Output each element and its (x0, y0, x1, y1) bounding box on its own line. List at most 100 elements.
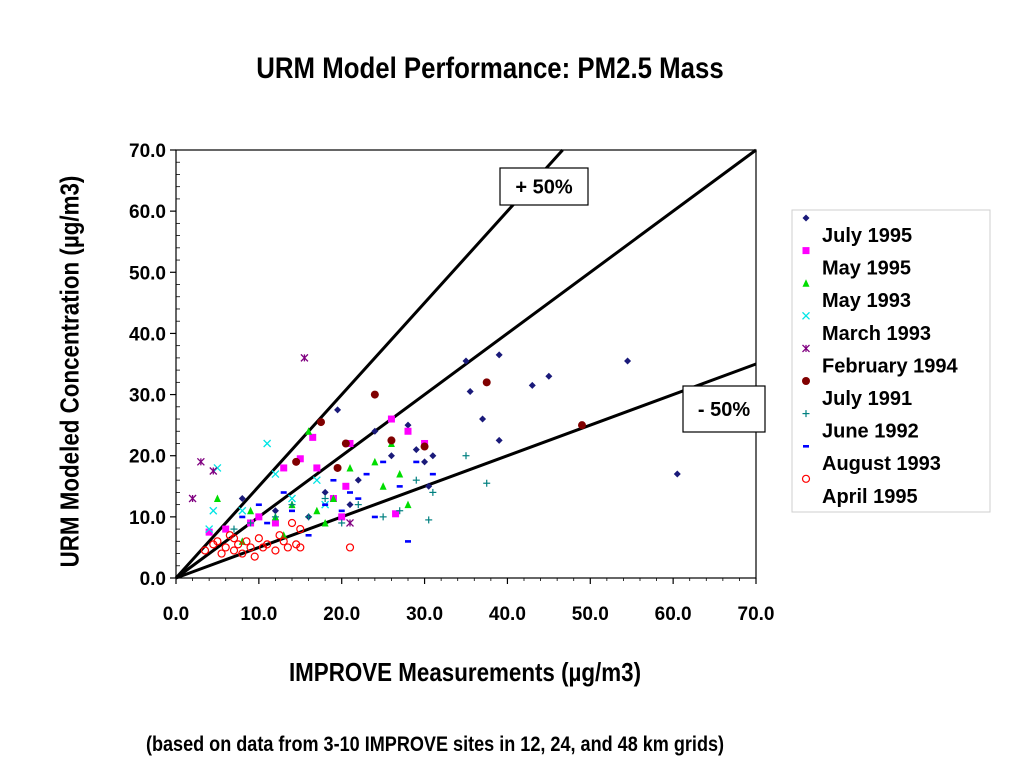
data-point (387, 415, 395, 423)
data-point (421, 458, 429, 466)
data-point (313, 464, 321, 472)
data-point (329, 494, 337, 503)
data-point (462, 452, 470, 460)
data-point (247, 506, 255, 515)
data-point (387, 452, 395, 460)
data-point (205, 525, 214, 534)
data-point (275, 531, 284, 540)
data-point (209, 506, 218, 515)
data-point (287, 518, 297, 528)
axis-tick-labels: 0.0 0.0 10.0 10.0 20.0 20.0 30.0 30.0 40.0 40.0 50… (129, 141, 774, 625)
data-point (624, 357, 632, 365)
data-points (188, 351, 681, 561)
legend-label: May 1995 (822, 258, 911, 280)
series-8 (200, 518, 355, 561)
legend-frame (791, 209, 991, 513)
data-point (288, 501, 296, 509)
data-point (283, 543, 292, 552)
data-point (279, 537, 288, 546)
data-point (247, 519, 255, 527)
legend-marker (803, 445, 809, 448)
y-tick-label: 50.0 (129, 263, 166, 284)
legend-label: July 1995 (822, 225, 912, 247)
annotation-frame (682, 385, 766, 433)
data-point (413, 460, 420, 464)
axis-ticks (170, 149, 757, 584)
y-axis-label: URM Modeled Concentration (µg/m3) (54, 175, 85, 568)
data-point (222, 525, 230, 533)
data-point (238, 495, 246, 503)
data-point (545, 372, 553, 380)
data-point (338, 513, 346, 521)
legend-label: July 1991 (822, 388, 912, 410)
data-point (238, 506, 247, 515)
annotation-label: + 50% (515, 177, 572, 199)
data-point (250, 552, 259, 561)
data-point (246, 543, 255, 552)
series-2 (213, 427, 412, 545)
data-point (338, 509, 345, 513)
legend-marker (802, 247, 810, 255)
data-point (289, 509, 295, 513)
data-point (420, 442, 429, 451)
legend: July 1995 May 1995 May 1993 March 1993 Febru… (791, 209, 991, 513)
series-5 (292, 378, 586, 472)
legend-marker (802, 214, 810, 222)
data-point (209, 467, 218, 475)
series-6 (230, 452, 491, 533)
y-tick-label: 40.0 (129, 324, 166, 345)
series-0 (238, 351, 681, 521)
y-tick-label: 70.0 (129, 141, 166, 162)
data-point (412, 446, 420, 454)
data-point (333, 463, 342, 472)
data-point (305, 427, 313, 435)
data-point (229, 534, 239, 543)
data-point (466, 388, 474, 396)
legend-marker (802, 377, 810, 385)
legend-label: June 1992 (822, 421, 919, 443)
data-point (371, 427, 379, 435)
data-point (338, 519, 346, 527)
data-point (355, 497, 362, 500)
data-point (346, 519, 354, 527)
data-point (271, 519, 279, 527)
data-point (479, 415, 487, 423)
data-point (578, 421, 586, 430)
data-point (483, 479, 491, 487)
y-tick-label: 0.0 (140, 569, 166, 590)
data-point (205, 528, 213, 536)
data-point (300, 353, 309, 362)
legend-label: February 1994 (822, 355, 959, 377)
data-point (495, 351, 503, 359)
annotation-box: - 50% (682, 385, 766, 433)
y-tick-label: 10.0 (129, 508, 166, 529)
data-point (317, 418, 325, 427)
y-tick-label: 20.0 (129, 447, 166, 468)
data-point (280, 531, 288, 539)
series-7 (239, 460, 436, 543)
data-point (255, 513, 263, 521)
data-point (230, 525, 238, 533)
data-point (379, 513, 387, 521)
data-point (271, 513, 279, 521)
y-tick-label: 30.0 (129, 386, 166, 407)
data-point (345, 543, 355, 552)
x-tick-label: 70.0 (738, 604, 775, 625)
legend-label: August 1993 (822, 453, 941, 475)
data-point (379, 482, 387, 490)
data-point (334, 406, 342, 414)
data-point (264, 521, 271, 525)
data-point (347, 491, 353, 494)
data-point (296, 524, 305, 534)
data-point (396, 470, 404, 478)
data-point (429, 452, 437, 460)
data-point (396, 485, 403, 488)
x-tick-label: 60.0 (655, 604, 692, 625)
data-point (429, 472, 436, 476)
legend-marker (802, 279, 810, 287)
x-tick-label: 0.0 (163, 604, 189, 625)
data-point (354, 476, 362, 484)
data-point (404, 427, 412, 435)
data-point (387, 436, 396, 445)
data-point (346, 463, 354, 472)
